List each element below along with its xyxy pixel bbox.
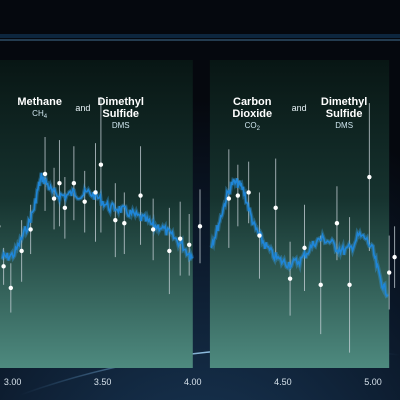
annotation-abbreviation: DMS	[335, 121, 353, 130]
data-point	[1, 264, 6, 269]
data-point	[19, 248, 24, 254]
data-point	[82, 199, 87, 204]
data-point	[334, 221, 340, 226]
x-tick-label: 4.00	[184, 377, 202, 387]
data-point	[367, 174, 372, 180]
annotation-abbreviation: DMS	[112, 121, 130, 130]
data-point	[273, 205, 278, 211]
annotation-connector: and	[292, 103, 307, 113]
data-point	[57, 181, 62, 186]
data-point	[167, 248, 172, 254]
data-point	[150, 227, 156, 232]
annotation-title-line: Dimethyl	[97, 96, 143, 108]
x-tick-label: 4.50	[274, 377, 292, 387]
data-point	[197, 224, 203, 229]
data-point	[226, 196, 232, 201]
annotation-title-line: Sulfide	[326, 108, 363, 120]
data-point	[246, 190, 251, 195]
data-point	[8, 285, 14, 291]
data-point	[257, 233, 262, 238]
data-point	[62, 205, 68, 211]
annotation-title-line: Carbon	[233, 96, 272, 108]
data-point	[122, 221, 127, 226]
data-point	[186, 242, 192, 247]
annotation-connector: and	[75, 103, 90, 113]
x-tick-label: 3.50	[94, 377, 112, 387]
annotation-title-line: Dimethyl	[321, 96, 367, 108]
data-point	[392, 254, 397, 260]
annotation-formula: CH4	[32, 109, 48, 120]
annotation-formula: CO2	[245, 121, 261, 132]
data-point	[386, 270, 392, 275]
data-point	[138, 193, 143, 198]
data-point	[347, 282, 352, 288]
data-point	[235, 193, 241, 198]
data-point	[177, 236, 183, 241]
data-point	[98, 162, 104, 167]
data-point	[51, 196, 57, 201]
spectrum-panel	[209, 60, 390, 368]
x-tick-label: 3.00	[4, 377, 22, 387]
annotation-title-line: Dioxide	[232, 108, 272, 120]
annotation-title-line: Methane	[17, 96, 62, 108]
annotation-title-line: Sulfide	[102, 108, 139, 120]
data-point	[42, 171, 48, 177]
data-point	[28, 227, 33, 232]
data-point	[302, 245, 307, 251]
annotation-and-1: and	[75, 103, 90, 113]
data-point	[93, 190, 98, 195]
model-spectrum-line	[1, 172, 389, 297]
annotation-and-2: and	[292, 103, 307, 113]
x-tick-label: 5.00	[364, 377, 382, 387]
data-point	[287, 276, 293, 281]
data-point	[71, 181, 77, 186]
data-point	[113, 217, 118, 223]
top-bar	[0, 34, 400, 38]
data-point	[318, 282, 323, 288]
